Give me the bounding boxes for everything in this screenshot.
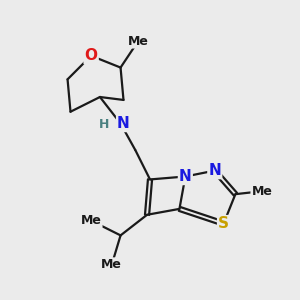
Text: N: N (179, 169, 192, 184)
Text: H: H (99, 118, 110, 131)
Text: Me: Me (81, 214, 101, 227)
Text: Me: Me (128, 34, 149, 48)
Text: S: S (218, 216, 229, 231)
Text: O: O (85, 48, 98, 63)
Text: Me: Me (101, 258, 122, 271)
Text: N: N (117, 116, 130, 131)
Text: Me: Me (251, 185, 272, 198)
Text: N: N (208, 163, 221, 178)
